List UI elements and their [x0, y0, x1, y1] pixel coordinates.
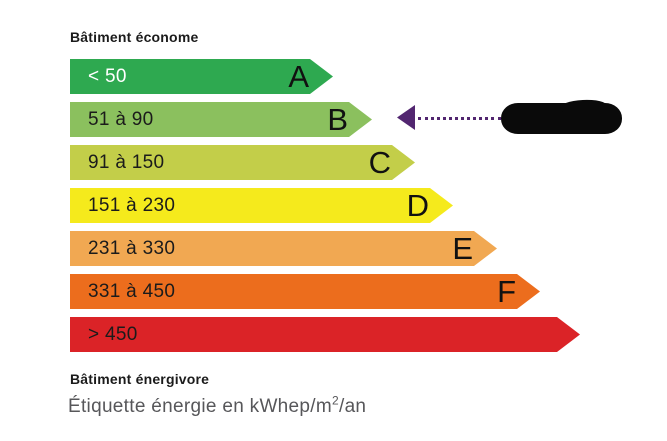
range-label-C: 91 à 150: [88, 151, 165, 173]
caption-suffix: /an: [338, 396, 367, 417]
energy-bar-F: 331 à 450 F: [70, 274, 540, 309]
redacted-value-blob: [501, 103, 622, 134]
range-label-A: < 50: [88, 65, 127, 87]
range-label-E: 231 à 330: [88, 237, 176, 259]
range-label-D: 151 à 230: [88, 194, 176, 216]
chart-caption: Étiquette énergie en kWhep/m2/an: [68, 393, 367, 418]
range-label-F: 331 à 450: [88, 280, 176, 302]
range-label-G: > 450: [88, 323, 138, 345]
class-letter-E: E: [452, 231, 473, 266]
class-letter-F: F: [497, 274, 516, 309]
caption-prefix: Étiquette énergie en kWhep/m: [68, 396, 332, 417]
class-letter-A: A: [288, 59, 309, 94]
class-letter-B: B: [327, 102, 348, 137]
class-letter-D: D: [406, 188, 429, 223]
energy-bar-A: < 50 A: [70, 59, 333, 94]
energy-bar-E: 231 à 330 E: [70, 231, 497, 266]
energy-bar-C: 91 à 150 C: [70, 145, 415, 180]
energy-bar-G: > 450: [70, 317, 580, 352]
dotted-connector-line: [418, 117, 501, 120]
caption-superscript: 2: [332, 393, 339, 408]
range-label-B: 51 à 90: [88, 108, 154, 130]
class-letter-C: C: [368, 145, 391, 180]
economical-building-label: Bâtiment économe: [70, 29, 199, 45]
energy-bar-D: 151 à 230 D: [70, 188, 453, 223]
energy-intensive-building-label: Bâtiment énergivore: [70, 371, 210, 387]
energy-bar-B: 51 à 90 B: [70, 102, 372, 137]
